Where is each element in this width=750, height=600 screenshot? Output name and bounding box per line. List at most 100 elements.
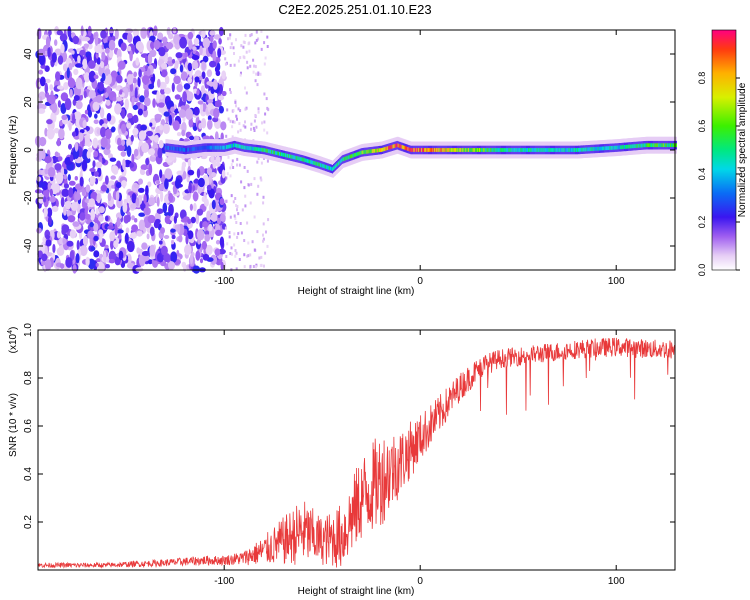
noise-cell — [209, 60, 217, 68]
noise-cell — [250, 182, 253, 186]
noise-cell — [131, 96, 135, 109]
noise-cell — [82, 58, 88, 70]
noise-cell — [232, 120, 235, 124]
noise-cell — [254, 114, 257, 117]
noise-cell — [232, 109, 235, 112]
noise-cell — [114, 103, 122, 115]
noise-cell — [105, 215, 109, 222]
noise-cell — [120, 42, 127, 52]
noise-cell — [244, 194, 247, 198]
noise-cell — [230, 246, 233, 250]
noise-cell — [260, 47, 263, 51]
noise-cell — [72, 264, 77, 274]
x-tick-label: 100 — [608, 576, 625, 587]
noise-cell — [110, 239, 114, 250]
noise-cell — [200, 101, 204, 114]
noise-cell — [42, 189, 50, 198]
noise-cell — [176, 132, 182, 137]
noise-cell — [109, 231, 116, 242]
noise-cell — [62, 237, 67, 245]
noise-cell — [225, 199, 228, 203]
noise-cell — [240, 180, 243, 184]
noise-cell — [92, 101, 100, 112]
noise-cell — [172, 120, 180, 131]
noise-cell — [209, 30, 216, 36]
colorbar-tick-label: 0.2 — [697, 216, 707, 229]
noise-cell — [229, 119, 232, 123]
noise-cell — [69, 229, 77, 239]
noise-cell — [201, 118, 207, 129]
noise-cell — [266, 106, 269, 110]
noise-cell — [118, 250, 124, 261]
noise-cell — [244, 33, 247, 37]
noise-cell — [201, 102, 207, 112]
noise-cell — [38, 69, 44, 75]
x-tick-label: -100 — [214, 576, 234, 587]
noise-cell — [229, 252, 232, 255]
noise-cell — [265, 97, 268, 101]
noise-cell — [95, 262, 99, 267]
noise-cell — [156, 90, 160, 103]
noise-cell — [135, 57, 140, 66]
noise-cell — [206, 184, 212, 191]
noise-cell — [253, 215, 256, 219]
noise-cell — [238, 122, 241, 126]
noise-cell — [75, 63, 83, 68]
noise-cell — [191, 60, 199, 70]
noise-cell — [185, 108, 194, 120]
noise-cell — [179, 36, 188, 49]
spectrogram-panel: -100 0 100 -40 -20 0 20 40 Height of straight … — [8, 25, 677, 297]
noise-cell — [171, 239, 175, 245]
noise-cell — [249, 264, 252, 268]
noise-cell — [105, 264, 110, 269]
noise-cell — [254, 79, 257, 83]
noise-cell — [246, 66, 249, 70]
noise-cell — [218, 38, 222, 45]
noise-cell — [36, 176, 42, 182]
spectrogram-x-ticks: -100 0 100 — [214, 30, 625, 287]
noise-cell — [133, 148, 139, 157]
noise-cell — [154, 134, 159, 143]
noise-cell — [205, 244, 213, 256]
noise-cell — [93, 235, 99, 242]
noise-cell — [220, 213, 226, 222]
noise-cell — [170, 106, 175, 113]
noise-cell — [160, 190, 164, 202]
noise-cell — [224, 57, 227, 61]
noise-cell — [235, 38, 237, 42]
y-tick-label: 20 — [23, 96, 34, 108]
noise-cell — [204, 230, 210, 236]
noise-cell — [257, 71, 260, 75]
noise-cell — [170, 228, 176, 233]
noise-cell — [112, 96, 117, 102]
noise-cell — [264, 56, 267, 60]
noise-cell — [45, 234, 51, 240]
noise-cell — [101, 72, 106, 82]
noise-cell — [71, 50, 75, 55]
noise-cell — [251, 240, 254, 244]
noise-cell — [260, 178, 263, 182]
noise-cell — [226, 108, 229, 112]
noise-cell — [90, 246, 96, 251]
noise-cell — [260, 255, 263, 259]
noise-cell — [257, 157, 260, 160]
noise-cell — [132, 114, 139, 124]
noise-cell — [38, 136, 47, 147]
noise-cell — [157, 32, 164, 40]
noise-cell — [44, 156, 52, 164]
noise-cell — [148, 83, 155, 90]
noise-cell — [149, 35, 156, 41]
noise-cell — [217, 95, 225, 101]
noise-cell — [129, 49, 133, 62]
noise-cell — [252, 58, 255, 62]
noise-cell — [179, 64, 184, 73]
noise-cell — [246, 60, 249, 64]
noise-cell — [249, 201, 252, 205]
noise-cell — [57, 100, 62, 108]
noise-cell — [156, 196, 160, 207]
noise-cell — [217, 48, 222, 58]
noise-cell — [264, 251, 267, 255]
noise-cell — [161, 69, 168, 78]
noise-cell — [69, 88, 73, 98]
noise-cell — [236, 205, 239, 208]
